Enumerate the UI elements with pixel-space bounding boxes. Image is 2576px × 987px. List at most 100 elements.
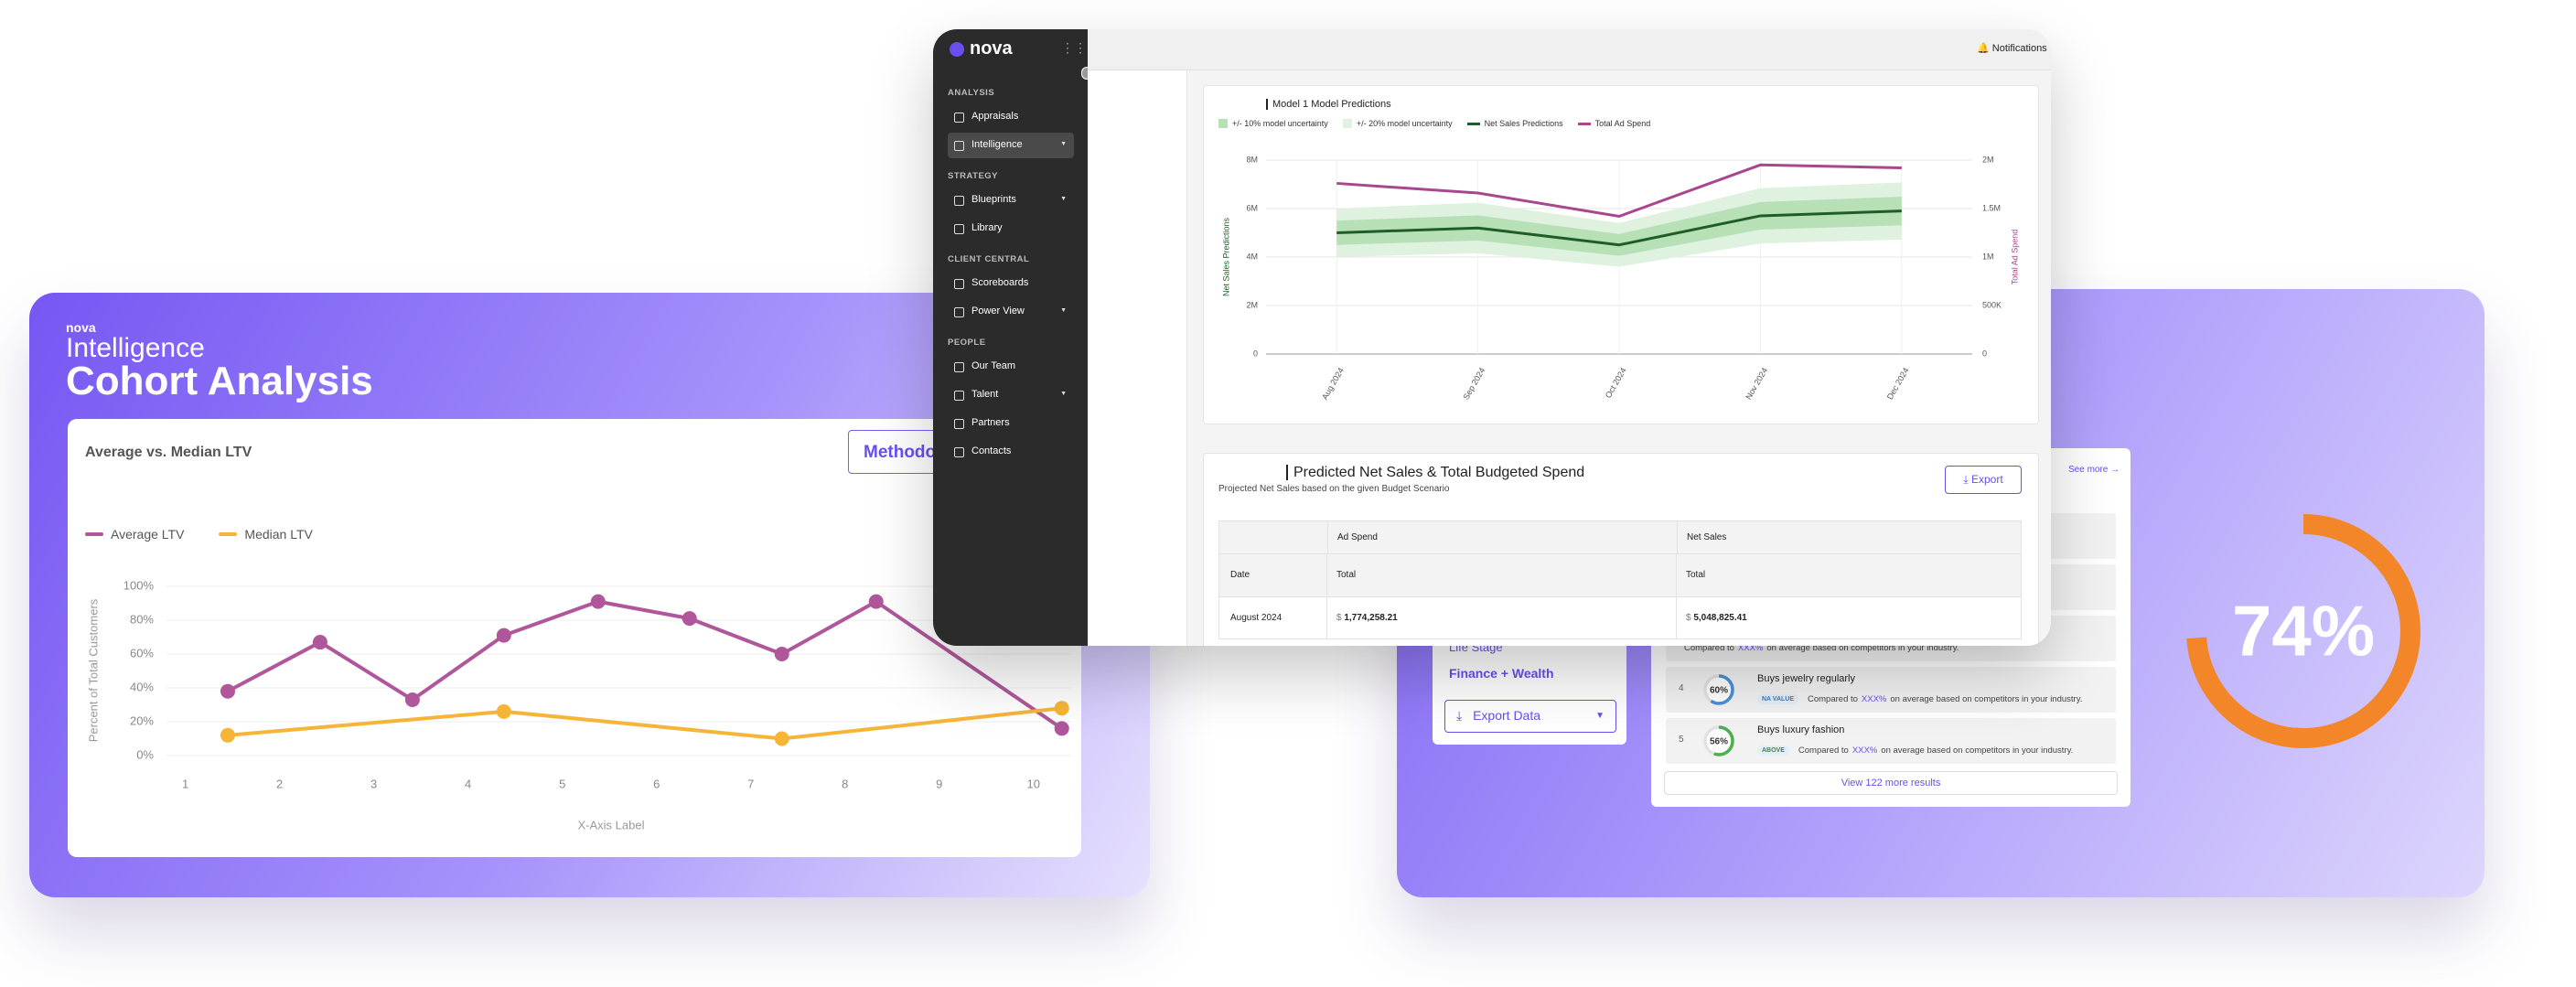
app-window: nova ⋮⋮ ANALYSIS Appraisals Intelligence ▼ S… bbox=[933, 29, 2051, 646]
nav-label: Partners bbox=[971, 417, 1010, 428]
legend-item: Net Sales Predictions bbox=[1466, 119, 1563, 128]
point bbox=[496, 703, 511, 719]
data-row: August 2024 $ 1,774,258.21 $ 5,048,825.4… bbox=[1218, 597, 2022, 639]
point bbox=[682, 611, 697, 627]
export-button[interactable]: ⤓ Export bbox=[1945, 466, 2022, 494]
nav-caret: ▼ bbox=[1060, 391, 1067, 397]
nav-item[interactable]: Intelligence ▼ bbox=[948, 133, 1074, 158]
nav-icon bbox=[954, 447, 964, 457]
highlight: XXX% bbox=[1861, 694, 1887, 704]
text: on average based on competitors in your … bbox=[1766, 643, 1959, 653]
legend-label: Median LTV bbox=[244, 527, 313, 542]
y-tick-label: 60% bbox=[130, 646, 154, 660]
cell: $ 5,048,825.41 bbox=[1677, 597, 2021, 638]
x-tick-label: Oct 2024 bbox=[1604, 366, 1628, 400]
nav-label: Blueprints bbox=[971, 194, 1016, 205]
line bbox=[227, 706, 1062, 741]
y-tick-label: 6M bbox=[1246, 203, 1258, 212]
nav-icon bbox=[954, 419, 964, 429]
point bbox=[1054, 721, 1069, 736]
table-card: Predicted Net Sales & Total Budgeted Spe… bbox=[1203, 453, 2039, 646]
x-tick-label: 6 bbox=[653, 777, 660, 790]
sidebar: nova ⋮⋮ ANALYSIS Appraisals Intelligence ▼ S… bbox=[933, 29, 1088, 646]
chart-panel: Average vs. Median LTV Methodology Avera… bbox=[68, 419, 1081, 857]
nav-label: Appraisals bbox=[971, 111, 1019, 122]
nav-label: Contacts bbox=[971, 445, 1012, 456]
legend-swatch bbox=[85, 532, 103, 536]
point bbox=[404, 692, 420, 707]
y2-axis-label: Total Ad Spend bbox=[2010, 230, 2019, 285]
nav-icon bbox=[954, 391, 964, 401]
notifications[interactable]: 🔔 Notifications bbox=[1977, 43, 2047, 54]
y2-tick-label: 1M bbox=[1982, 252, 1994, 261]
score-label: 56% bbox=[1710, 737, 1728, 747]
chart-title: Average vs. Median LTV bbox=[85, 445, 252, 460]
x-tick-label: Aug 2024 bbox=[1320, 366, 1346, 401]
legend-item: +/- 10% model uncertainty bbox=[1218, 119, 1328, 128]
see-more-label: See more bbox=[2068, 465, 2109, 475]
content-strip bbox=[1088, 70, 1187, 646]
x-tick-label: 1 bbox=[182, 777, 188, 790]
nav-item[interactable]: Scoreboards bbox=[948, 271, 1074, 296]
legend: Average LTV Median LTV bbox=[85, 527, 313, 542]
view-more-button[interactable]: View 122 more results bbox=[1664, 771, 2118, 795]
logo: nova bbox=[948, 38, 1013, 59]
product: Intelligence bbox=[66, 333, 205, 363]
logo-text: nova bbox=[970, 38, 1013, 59]
nav-item[interactable]: Partners bbox=[948, 411, 1074, 436]
list-row: 4 60% Buys jewelry regularly NA VALUE Compar… bbox=[1666, 667, 2116, 713]
point bbox=[590, 594, 606, 609]
y-axis-label: Percent of Total Customers bbox=[86, 598, 100, 742]
nav-item[interactable]: Blueprints ▼ bbox=[948, 188, 1074, 213]
table-title-text: Predicted Net Sales & Total Budgeted Spe… bbox=[1293, 465, 1585, 480]
see-more[interactable]: See more → bbox=[2068, 465, 2120, 475]
notifications-label: Notifications bbox=[1991, 43, 2047, 54]
nav-label: Intelligence bbox=[971, 139, 1023, 150]
nav-label: Power View bbox=[971, 306, 1025, 316]
x-tick-label: Dec 2024 bbox=[1885, 366, 1911, 401]
legend-label: Net Sales Predictions bbox=[1484, 119, 1563, 128]
apps-icon[interactable]: ⋮⋮ bbox=[1061, 40, 1087, 55]
nav-item[interactable]: Power View ▼ bbox=[948, 299, 1074, 325]
highlight: XXX% bbox=[1852, 746, 1878, 756]
nav-item[interactable]: Contacts bbox=[948, 439, 1074, 465]
chart-title-text: Model 1 Model Predictions bbox=[1272, 99, 1391, 110]
nav-item[interactable]: Our Team bbox=[948, 354, 1074, 380]
chart: 0 2M 4M 6M 8M 0 500K 1M 1.5M 2M Aug 2024 Sep 2024 Oc… bbox=[1221, 155, 2019, 401]
uncertainty-band bbox=[1336, 197, 1902, 256]
header-cell: Date bbox=[1219, 554, 1327, 596]
export-label: Export bbox=[1970, 473, 2003, 486]
brand: nova bbox=[66, 320, 96, 335]
y-tick-label: 0 bbox=[1253, 349, 1258, 358]
row-title: Buys luxury fashion bbox=[1757, 724, 1845, 735]
cell: August 2024 bbox=[1219, 597, 1327, 638]
y-tick-label: 8M bbox=[1246, 155, 1258, 164]
y2-tick-label: 2M bbox=[1982, 155, 1994, 164]
legend-swatch bbox=[1577, 122, 1591, 125]
nav-item[interactable]: Library bbox=[948, 216, 1074, 241]
header-cell: Net Sales bbox=[1687, 532, 1727, 542]
amount: 5,048,825.41 bbox=[1693, 613, 1747, 623]
text: Compared to bbox=[1684, 643, 1734, 653]
y-tick-label: 80% bbox=[130, 612, 154, 626]
caret: ▼ bbox=[1595, 711, 1605, 721]
header-row: Ad Spend Net Sales bbox=[1218, 520, 2022, 554]
export-data-button[interactable]: ⤓ Export Data ▼ bbox=[1444, 700, 1616, 733]
legend-label: +/- 10% model uncertainty bbox=[1232, 119, 1328, 128]
point bbox=[496, 628, 511, 643]
x-tick-label: 8 bbox=[842, 777, 848, 790]
y2-tick-label: 1.5M bbox=[1982, 203, 2001, 212]
x-tick-label: 2 bbox=[276, 777, 283, 790]
nav-item[interactable]: Talent ▼ bbox=[948, 382, 1074, 408]
topbar: 🔔 Notifications bbox=[1088, 29, 2051, 70]
table-title: Predicted Net Sales & Total Budgeted Spe… bbox=[1286, 465, 1584, 481]
chart: 0% 20% 40% 60% 80% 100% 1 2 3 4 5 6 7 8 9 10 X-Axis Labe… bbox=[86, 578, 1071, 831]
y-tick-label: 40% bbox=[130, 680, 154, 693]
y-tick-label: 0% bbox=[136, 747, 154, 761]
row-text: ABOVE Compared to XXX% on average based on … bbox=[1757, 746, 2073, 756]
percent-ring: 74% bbox=[2186, 514, 2420, 748]
nav-section: ANALYSIS bbox=[948, 88, 995, 98]
nav-item[interactable]: Appraisals bbox=[948, 104, 1074, 130]
nav-label: Talent bbox=[971, 389, 999, 400]
